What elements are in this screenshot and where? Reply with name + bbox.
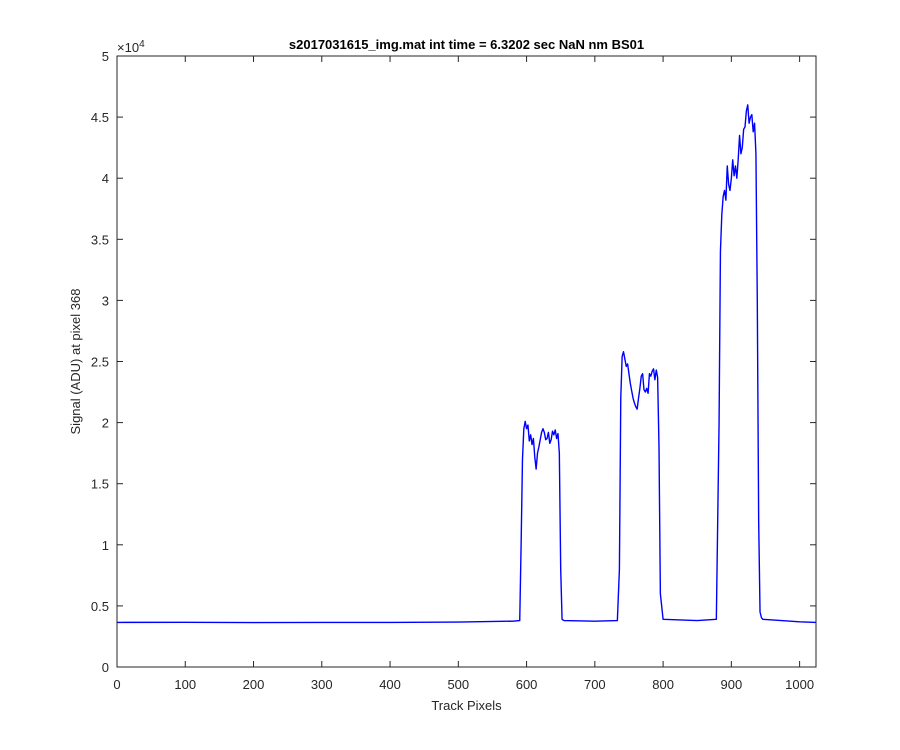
y-tick-label: 3: [102, 293, 109, 308]
axes-box: [116, 55, 817, 668]
y-axis-label: Signal (ADU) at pixel 368: [68, 289, 83, 435]
axes: 0 100 200 300 400 500 600 700 800 900 1000 0 0.5 1 1.5…: [91, 49, 816, 692]
y-tick-label: 5: [102, 49, 109, 64]
x-tick-label: 1000: [785, 677, 814, 692]
chart-title: s2017031615_img.mat int time = 6.3202 se…: [289, 37, 644, 52]
y-tick-label: 3.5: [91, 232, 109, 247]
x-tick-label: 400: [379, 677, 401, 692]
x-tick-label: 200: [243, 677, 265, 692]
y-tick-label: 2: [102, 416, 109, 431]
x-tick-label: 600: [516, 677, 538, 692]
x-tick-label: 100: [174, 677, 196, 692]
y-exponent-base: ×10: [117, 40, 139, 55]
x-tick-label: 300: [311, 677, 333, 692]
signal-series-line: [116, 104, 817, 624]
y-tick-label: 2.5: [91, 355, 109, 370]
y-tick-label: 4: [102, 171, 109, 186]
x-axis-label: Track Pixels: [431, 698, 502, 713]
y-tick-label: 0.5: [91, 599, 109, 614]
x-tick-label: 800: [652, 677, 674, 692]
y-exponent-power: 4: [139, 39, 145, 50]
x-tick-label: 700: [584, 677, 606, 692]
y-tick-label: 1.5: [91, 477, 109, 492]
x-tick-label: 500: [447, 677, 469, 692]
y-tick-label: 0: [102, 660, 109, 675]
data-layer: [116, 104, 817, 624]
y-tick-label: 1: [102, 538, 109, 553]
plot-area: [117, 56, 816, 667]
x-tick-label: 900: [721, 677, 743, 692]
y-tick-label: 4.5: [91, 110, 109, 125]
y-exponent-label: ×104: [117, 39, 145, 55]
x-tick-label: 0: [113, 677, 120, 692]
